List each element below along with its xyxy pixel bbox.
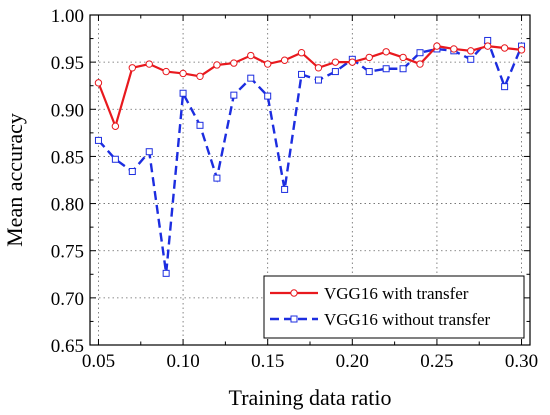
data-point (247, 74, 255, 82)
data-point (94, 79, 103, 87)
data-point (213, 174, 221, 182)
data-point (399, 65, 407, 73)
data-point (433, 42, 441, 50)
data-point (298, 70, 306, 78)
data-point (450, 45, 458, 53)
data-point (247, 51, 255, 60)
data-point (416, 49, 424, 57)
y-tick-label: 0.90 (51, 100, 84, 121)
data-point (297, 49, 306, 57)
x-tick-label: 0.05 (82, 351, 115, 372)
x-tick-label: 0.20 (336, 351, 369, 372)
data-point (365, 68, 373, 76)
series-with-transfer (94, 42, 526, 130)
data-point (281, 185, 289, 193)
data-point (314, 64, 323, 72)
legend-label: VGG16 without transfer (324, 310, 491, 329)
legend-box (263, 275, 525, 339)
y-tick-label: 0.80 (51, 195, 84, 216)
data-point (263, 60, 272, 68)
data-point (230, 91, 238, 99)
x-tick-label: 0.15 (251, 351, 284, 372)
data-point (111, 155, 119, 163)
data-point (196, 121, 204, 129)
data-point (264, 92, 272, 100)
data-point (331, 58, 340, 66)
data-point (348, 58, 357, 66)
x-tick-label: 0.10 (166, 351, 199, 372)
y-tick-label: 0.95 (51, 53, 84, 74)
legend-label: VGG16 with transfer (324, 284, 469, 303)
y-tick-label: 0.75 (51, 242, 84, 263)
data-point (467, 47, 475, 55)
series-line (97, 44, 522, 130)
data-point (196, 72, 204, 80)
y-tick-label: 0.85 (51, 147, 84, 168)
y-axis-label: Mean accuracy (2, 113, 27, 247)
data-point (365, 53, 373, 62)
series-without-transfer (94, 36, 526, 277)
data-point (179, 89, 187, 97)
data-point (517, 46, 526, 54)
data-point (213, 61, 221, 69)
data-point (145, 148, 153, 156)
legend: VGG16 with transfer VGG16 without transfe… (263, 275, 525, 339)
axis-ticks: 0.05 0.10 0.15 0.20 0.25 0.30 0.65 0.70 0.75 0.80… (51, 6, 538, 372)
x-tick-label: 0.30 (505, 351, 538, 372)
data-point (501, 83, 509, 91)
data-point (331, 68, 339, 76)
data-point (399, 53, 407, 62)
data-point (111, 122, 120, 130)
data-point (162, 67, 170, 76)
data-point (179, 69, 187, 78)
y-tick-label: 0.70 (51, 289, 84, 310)
legend-marker (290, 289, 298, 297)
data-point (128, 64, 137, 72)
data-point (467, 55, 475, 63)
data-point (382, 65, 390, 73)
data-point (280, 56, 289, 64)
x-tick-label: 0.25 (420, 351, 453, 372)
x-axis-label: Training data ratio (229, 385, 392, 410)
legend-marker (290, 315, 298, 323)
data-point (162, 269, 170, 277)
data-point (382, 48, 390, 56)
data-point (230, 59, 238, 67)
data-point (483, 42, 492, 50)
chart-series (94, 36, 526, 277)
y-tick-label: 0.65 (51, 336, 84, 357)
data-point (314, 76, 322, 84)
data-point (416, 60, 424, 68)
data-point (94, 136, 102, 144)
y-tick-label: 1.00 (51, 6, 84, 27)
data-point (145, 60, 153, 68)
data-point (128, 168, 136, 176)
data-point (500, 44, 509, 52)
series-line (97, 38, 523, 274)
